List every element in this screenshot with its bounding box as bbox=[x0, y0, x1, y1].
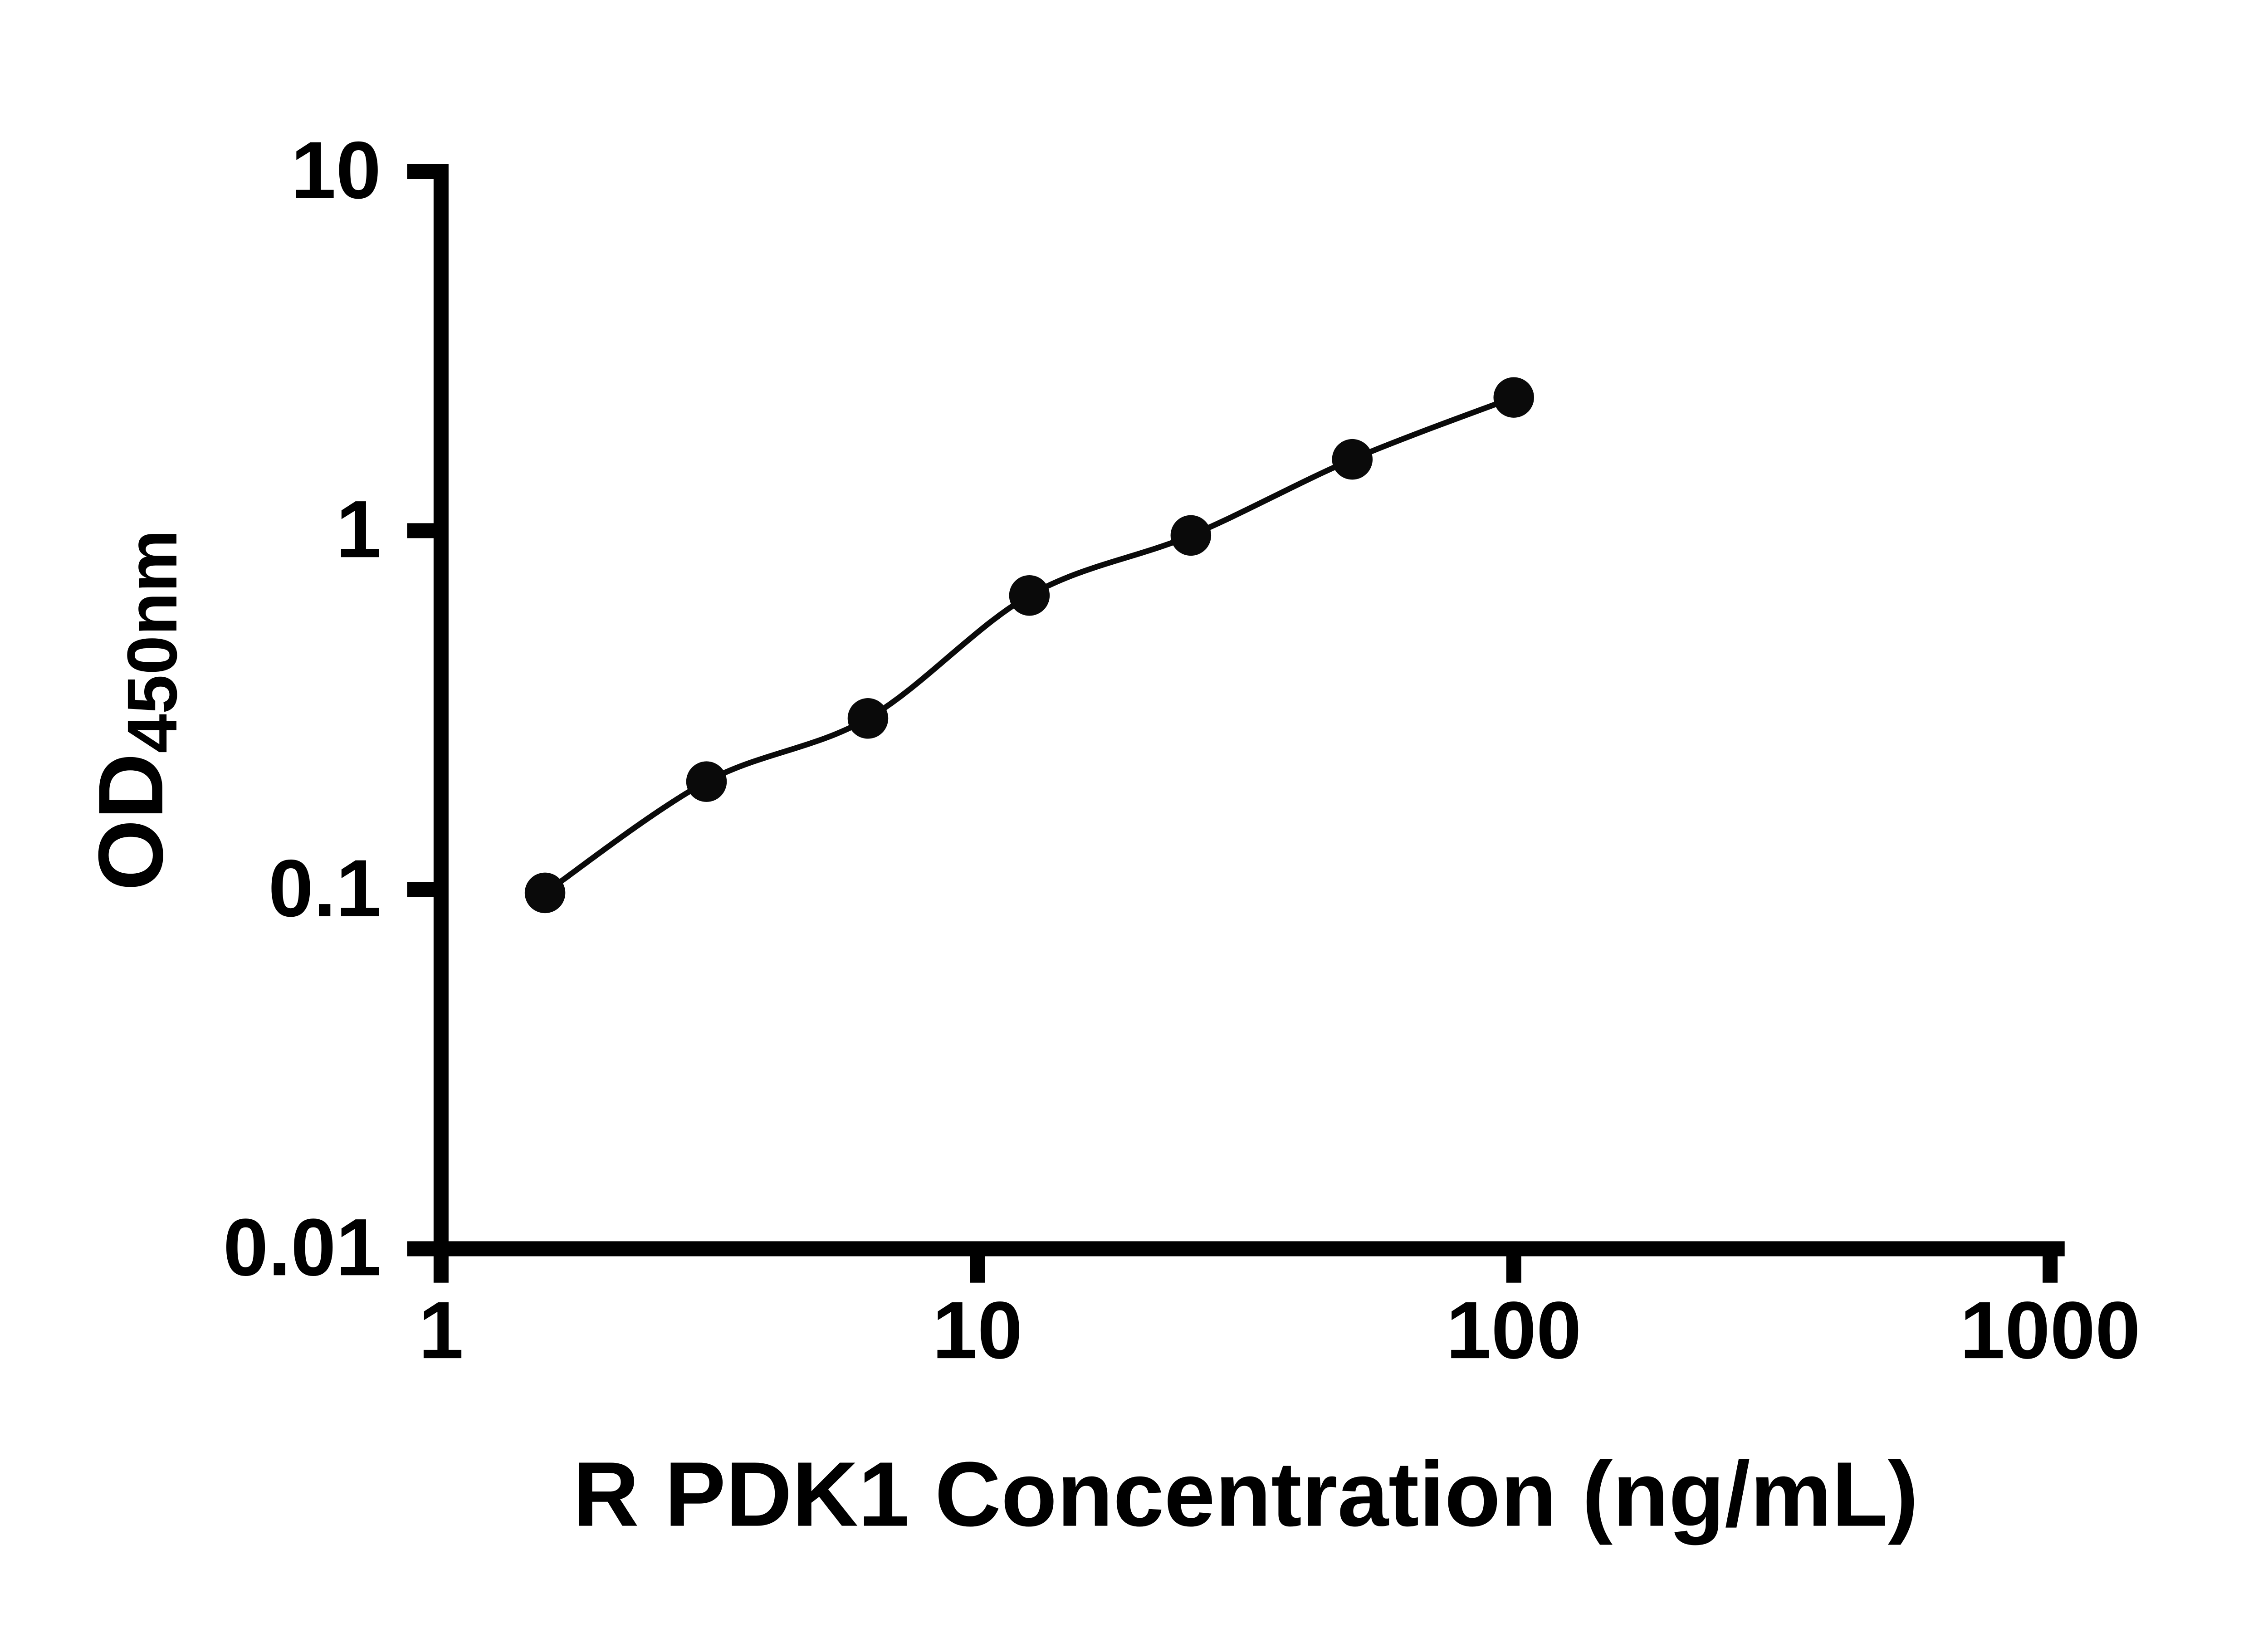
x-tick-label: 1000 bbox=[1960, 1285, 2141, 1375]
data-point bbox=[847, 698, 889, 739]
data-point bbox=[1009, 575, 1050, 616]
standard-curve-line bbox=[543, 395, 1515, 895]
y-axis-title: OD450nm bbox=[79, 529, 191, 890]
x-axis-title: R PDK1 Concentration (ng/mL) bbox=[573, 1443, 1918, 1545]
y-tick-label: 0.01 bbox=[223, 1202, 381, 1292]
x-tick-label: 10 bbox=[932, 1285, 1022, 1375]
data-point bbox=[524, 872, 566, 914]
y-tick-label: 1 bbox=[336, 484, 381, 574]
y-axis-title-main: OD bbox=[79, 753, 182, 890]
data-point bbox=[1493, 377, 1534, 418]
y-tick-label: 0.1 bbox=[268, 843, 381, 934]
y-axis-title-subscript: 450nm bbox=[112, 529, 191, 753]
x-tick-label: 100 bbox=[1446, 1285, 1581, 1375]
data-point bbox=[1170, 515, 1212, 556]
x-tick-label: 1 bbox=[419, 1285, 464, 1375]
data-point bbox=[1332, 439, 1373, 480]
data-point bbox=[686, 761, 727, 802]
y-tick-label: 10 bbox=[291, 125, 381, 215]
